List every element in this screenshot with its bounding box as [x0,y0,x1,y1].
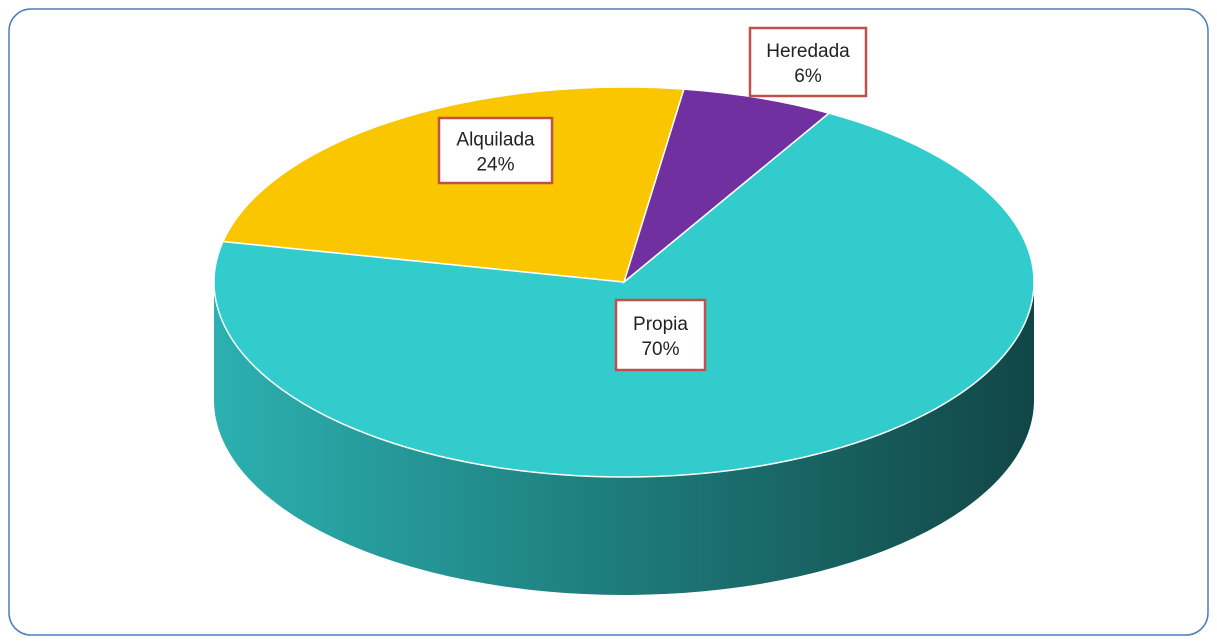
value-label: 70% [641,339,679,360]
data-label: Heredada 6% [766,41,850,87]
category-label: Alquilada [456,130,535,151]
category-label: Heredada [766,41,850,62]
value-label: 24% [476,155,514,176]
pie-slice [221,86,685,283]
data-label: Alquilada 24% [456,130,535,176]
data-label: Propia 70% [633,314,688,360]
pie-slice [622,88,831,285]
value-label: 6% [794,66,822,87]
pie-slice [213,112,1035,478]
category-label: Propia [633,314,688,335]
data-label-box [748,26,868,98]
pie-side [214,282,1034,595]
data-label-box [614,298,707,372]
data-label-box [437,116,554,185]
